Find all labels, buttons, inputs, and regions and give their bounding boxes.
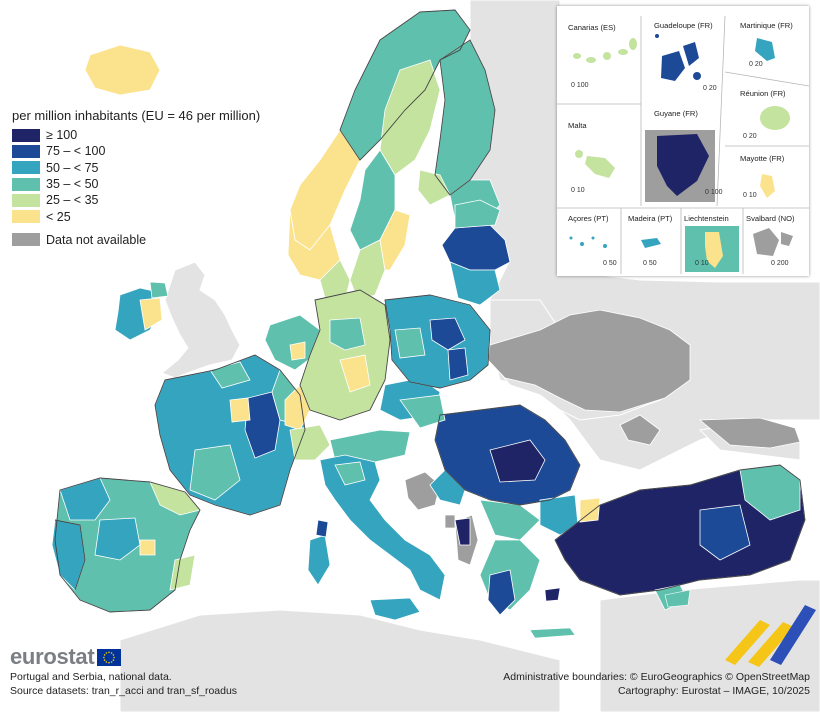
regions-italy — [307, 454, 446, 621]
inset-label-liechtenstein: Liechtenstein — [684, 214, 729, 223]
legend-label: 50 – < 75 — [46, 160, 99, 175]
regions-southeast — [399, 394, 581, 616]
inset-scale-reunion: 0 20 — [743, 133, 757, 140]
legend: per million inhabitants (EU = 46 per mil… — [12, 108, 312, 248]
footer-source-datasets: Source datasets: tran_r_acci and tran_sf… — [10, 685, 238, 697]
legend-items: ≥ 100 75 – < 100 50 – < 75 35 – < 50 25 – < … — [12, 127, 312, 225]
inset-martinique-shapes — [755, 38, 775, 61]
regions-data-not-available — [404, 309, 801, 566]
inset-label-malta: Malta — [568, 121, 587, 130]
legend-swatch — [12, 128, 40, 142]
inset-dividers — [557, 15, 810, 274]
inset-label-reunion: Réunion (FR) — [740, 89, 786, 98]
inset-label-madeira: Madeira (PT) — [628, 214, 673, 223]
inset-maps — [557, 15, 810, 274]
inset-label-mayotte: Mayotte (FR) — [740, 154, 785, 163]
inset-scale-canarias: 0 100 — [571, 82, 589, 89]
legend-label: ≥ 100 — [46, 128, 78, 143]
inset-guyane-shapes — [645, 130, 715, 202]
inset-label-martinique: Martinique (FR) — [740, 21, 793, 30]
inset-canarias-shapes — [573, 38, 637, 63]
legend-item-not-available: Data not available — [12, 232, 312, 248]
inset-malta-shapes — [575, 150, 615, 178]
legend-swatch — [12, 144, 40, 158]
inset-label-acores: Açores (PT) — [568, 214, 609, 223]
legend-item: ≥ 100 — [12, 127, 312, 143]
footer-boundaries-credit: Administrative boundaries: © EuroGeograp… — [503, 671, 810, 683]
inset-liechtenstein-shapes — [685, 226, 739, 272]
legend-label: 35 – < 50 — [46, 177, 99, 192]
footer-cartography-credit: Cartography: Eurostat – IMAGE, 10/2025 — [617, 685, 810, 697]
eurostat-logo: eurostat — [10, 644, 122, 670]
regions-baltic — [441, 199, 511, 306]
footer-notes: Portugal and Serbia, national data. Sour… — [10, 670, 237, 698]
legend-item: 50 – < 75 — [12, 160, 312, 176]
regions-islands — [529, 587, 691, 639]
inset-madeira-shapes — [641, 238, 661, 248]
inset-label-canarias: Canarias (ES) — [568, 23, 616, 32]
legend-item: 25 – < 35 — [12, 192, 312, 208]
legend-swatch — [12, 210, 40, 224]
inset-label-guyane: Guyane (FR) — [654, 109, 698, 118]
inset-scale-martinique: 0 20 — [749, 61, 763, 68]
inset-scale-mayotte: 0 10 — [743, 192, 757, 199]
legend-title: per million inhabitants (EU = 46 per mil… — [12, 108, 261, 123]
legend-swatch-not-available — [12, 233, 40, 247]
legend-item: < 25 — [12, 208, 312, 224]
legend-item: 35 – < 50 — [12, 176, 312, 192]
inset-label-svalbard: Svalbard (NO) — [746, 214, 795, 223]
legend-item: 75 – < 100 — [12, 143, 312, 159]
legend-swatch — [12, 177, 40, 191]
legend-label-not-available: Data not available — [46, 232, 147, 247]
inset-scale-liechtenstein: 0 10 — [695, 260, 709, 267]
inset-scale-guadeloupe: 0 20 — [703, 85, 717, 92]
corner-decoration — [725, 605, 816, 667]
country-borders — [54, 9, 806, 613]
regions-ireland — [114, 281, 169, 341]
inset-svalbard-shapes — [753, 228, 793, 256]
inset-label-guadeloupe: Guadeloupe (FR) — [654, 21, 713, 30]
footer-credits: Administrative boundaries: © EuroGeograp… — [503, 670, 810, 698]
footer-note-national-data: Portugal and Serbia, national data. — [10, 671, 172, 683]
legend-label: < 25 — [46, 209, 71, 224]
regions-iberia — [51, 477, 201, 613]
eu-flag-icon — [97, 648, 122, 666]
inset-acores-shapes — [569, 236, 607, 248]
legend-label: 75 – < 100 — [46, 144, 106, 159]
inset-scale-madeira: 0 50 — [643, 260, 657, 267]
inset-scale-malta: 0 10 — [571, 187, 585, 194]
regions-central — [264, 289, 491, 463]
inset-scale-guyane: 0 100 — [705, 189, 723, 196]
inset-mayotte-shapes — [760, 174, 775, 198]
eurostat-logo-text: eurostat — [10, 644, 95, 669]
regions-iceland — [84, 44, 161, 96]
legend-swatch — [12, 193, 40, 207]
legend-label: 25 – < 35 — [46, 193, 99, 208]
inset-guadeloupe-shapes — [655, 34, 701, 81]
inset-panel: Canarias (ES) 0 100 Guadeloupe (FR) 0 20… — [557, 6, 810, 276]
inset-scale-acores: 0 50 — [603, 260, 617, 267]
inset-scale-svalbard: 0 200 — [771, 260, 789, 267]
inset-reunion-shapes — [760, 106, 790, 130]
legend-swatch — [12, 161, 40, 175]
regions-france — [154, 354, 306, 516]
regions-nordic — [287, 9, 501, 301]
